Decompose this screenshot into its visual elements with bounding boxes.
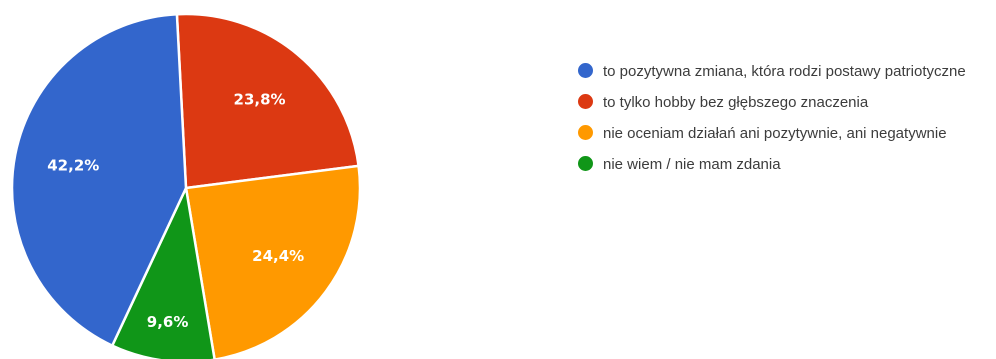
legend-color-dot xyxy=(578,63,593,78)
legend-label: nie wiem / nie mam zdania xyxy=(603,156,781,173)
legend-label: to tylko hobby bez głębszego znaczenia xyxy=(603,94,869,111)
pie-chart: 23,8% 24,4% 9,6% 42,2% xyxy=(10,12,362,359)
pie-slices xyxy=(10,12,362,359)
legend-label: nie oceniam działań ani pozytywnie, ani … xyxy=(603,125,947,142)
legend-color-dot xyxy=(578,125,593,140)
legend-item-neutral: nie oceniam działań ani pozytywnie, ani … xyxy=(578,122,988,146)
legend-item-dont-know: nie wiem / nie mam zdania xyxy=(578,153,988,177)
legend-item-hobby: to tylko hobby bez głębszego znaczenia xyxy=(578,91,988,115)
legend-label: to pozytywna zmiana, która rodzi postawy… xyxy=(603,63,966,80)
pie-slice-labels: 23,8% 24,4% 9,6% 42,2% xyxy=(47,90,304,331)
pie-label-positive-change: 42,2% xyxy=(47,157,99,175)
pie-slice-positive-change xyxy=(10,12,188,347)
pie-label-dont-know: 9,6% xyxy=(147,313,189,331)
legend-item-positive-change: to pozytywna zmiana, która rodzi postawy… xyxy=(578,60,988,84)
legend-color-dot xyxy=(578,156,593,171)
pie-label-hobby: 23,8% xyxy=(234,90,286,108)
pie-slice-dont-know xyxy=(110,186,216,359)
pie-label-neutral: 24,4% xyxy=(252,247,304,265)
legend-color-dot xyxy=(578,94,593,109)
pie-slice-neutral xyxy=(184,164,362,359)
pie-slice-hobby xyxy=(175,12,360,190)
legend: to pozytywna zmiana, która rodzi postawy… xyxy=(578,60,988,184)
